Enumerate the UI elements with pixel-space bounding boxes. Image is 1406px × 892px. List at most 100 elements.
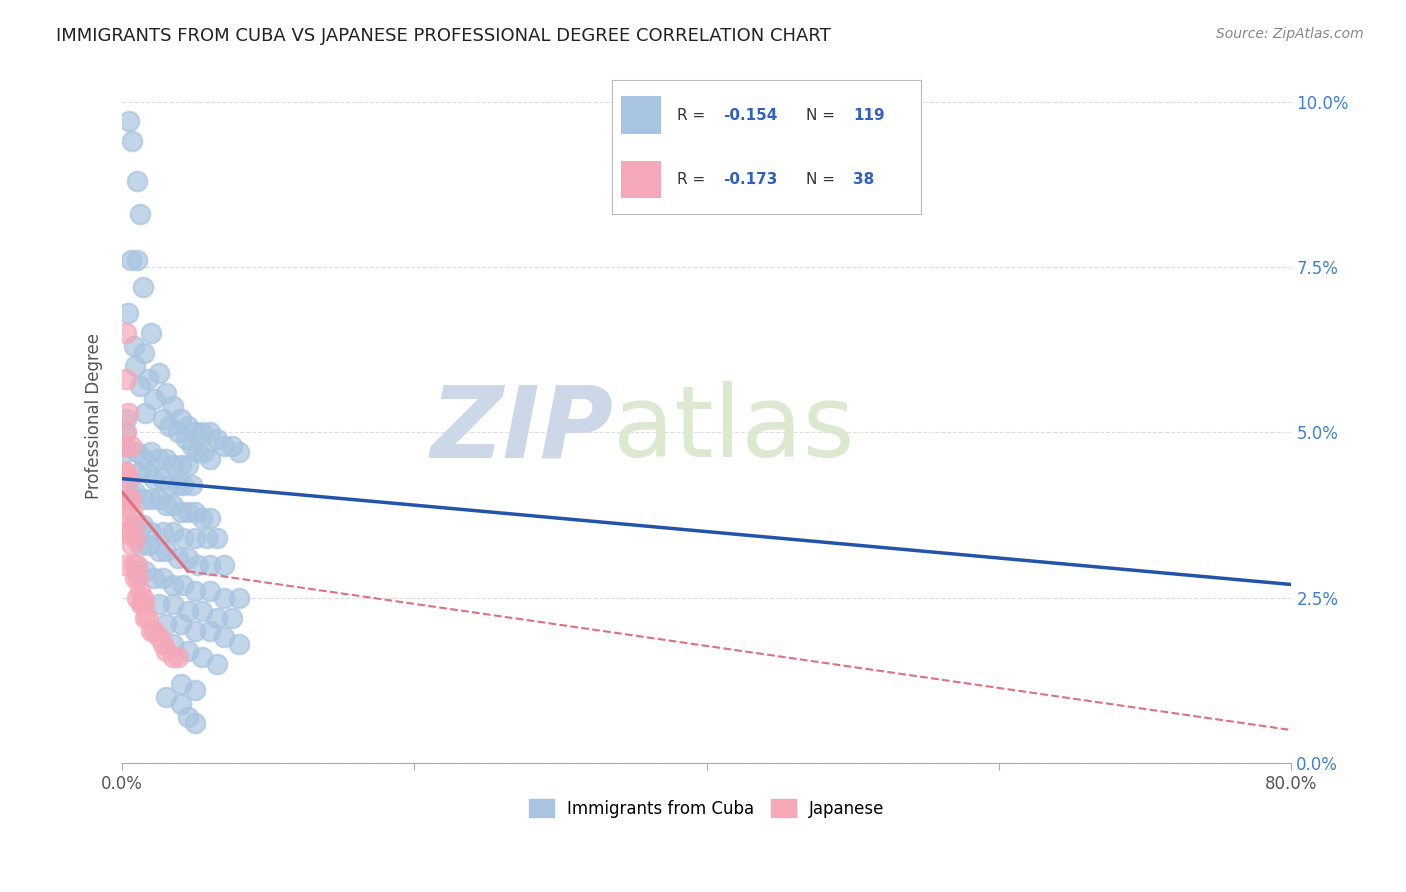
Point [176,432,198,446]
Point [121,505,143,519]
Point [228,591,250,605]
Point [166,650,188,665]
Point [134,610,156,624]
Point [177,505,200,519]
Point [169,677,191,691]
Point [134,564,156,578]
Point [191,425,214,440]
Point [198,584,221,599]
Point [141,445,163,459]
Point [117,472,139,486]
Point [114,439,136,453]
Point [121,538,143,552]
Point [141,326,163,340]
Point [152,524,174,539]
Point [117,405,139,419]
Point [169,505,191,519]
Point [148,366,170,380]
Point [166,478,188,492]
Point [120,439,142,453]
Point [128,379,150,393]
Point [221,610,243,624]
Point [184,505,207,519]
Point [191,511,214,525]
Point [152,412,174,426]
Point [115,465,138,479]
Text: IMMIGRANTS FROM CUBA VS JAPANESE PROFESSIONAL DEGREE CORRELATION CHART: IMMIGRANTS FROM CUBA VS JAPANESE PROFESS… [56,27,831,45]
Point [162,498,184,512]
Point [172,577,194,591]
Point [162,399,184,413]
Point [131,280,153,294]
Point [124,531,146,545]
Point [181,439,204,453]
Point [120,253,142,268]
Point [114,558,136,572]
Point [124,484,146,499]
Point [155,451,177,466]
Point [138,610,160,624]
Text: 38: 38 [853,172,875,186]
Point [195,531,218,545]
Point [115,412,138,426]
Point [228,445,250,459]
Point [162,650,184,665]
Point [187,558,209,572]
Point [205,657,228,671]
Point [118,114,141,128]
Point [132,598,155,612]
Point [184,683,207,698]
Text: 119: 119 [853,108,884,122]
Point [115,372,138,386]
Text: R =: R = [676,172,710,186]
Text: R =: R = [676,108,710,122]
Point [118,484,141,499]
Point [125,253,148,268]
Point [120,491,142,506]
Point [198,511,221,525]
Point [121,134,143,148]
Point [191,604,214,618]
Text: -0.173: -0.173 [723,172,778,186]
Point [125,564,148,578]
Point [118,524,141,539]
Point [162,637,184,651]
Legend: Immigrants from Cuba, Japanese: Immigrants from Cuba, Japanese [522,793,891,824]
Point [138,465,160,479]
Point [125,558,148,572]
Point [114,505,136,519]
Point [162,598,184,612]
Point [118,491,141,506]
Point [125,591,148,605]
Point [162,458,184,473]
Text: Source: ZipAtlas.com: Source: ZipAtlas.com [1216,27,1364,41]
Point [148,544,170,558]
Point [125,174,148,188]
Point [152,571,174,585]
Point [131,518,153,533]
Point [205,610,228,624]
Point [184,584,207,599]
Point [138,538,160,552]
Point [127,571,149,585]
Point [122,518,145,533]
Text: -0.154: -0.154 [723,108,778,122]
Point [129,598,152,612]
Point [114,524,136,539]
Point [198,451,221,466]
Point [128,207,150,221]
Point [205,531,228,545]
Point [115,326,138,340]
Point [141,524,163,539]
Point [132,491,155,506]
Point [152,637,174,651]
Bar [621,161,661,198]
Point [143,472,166,486]
Y-axis label: Professional Degree: Professional Degree [86,333,103,499]
Point [155,385,177,400]
Point [134,405,156,419]
Point [122,558,145,572]
Point [155,643,177,657]
Point [177,551,200,566]
Point [122,518,145,533]
